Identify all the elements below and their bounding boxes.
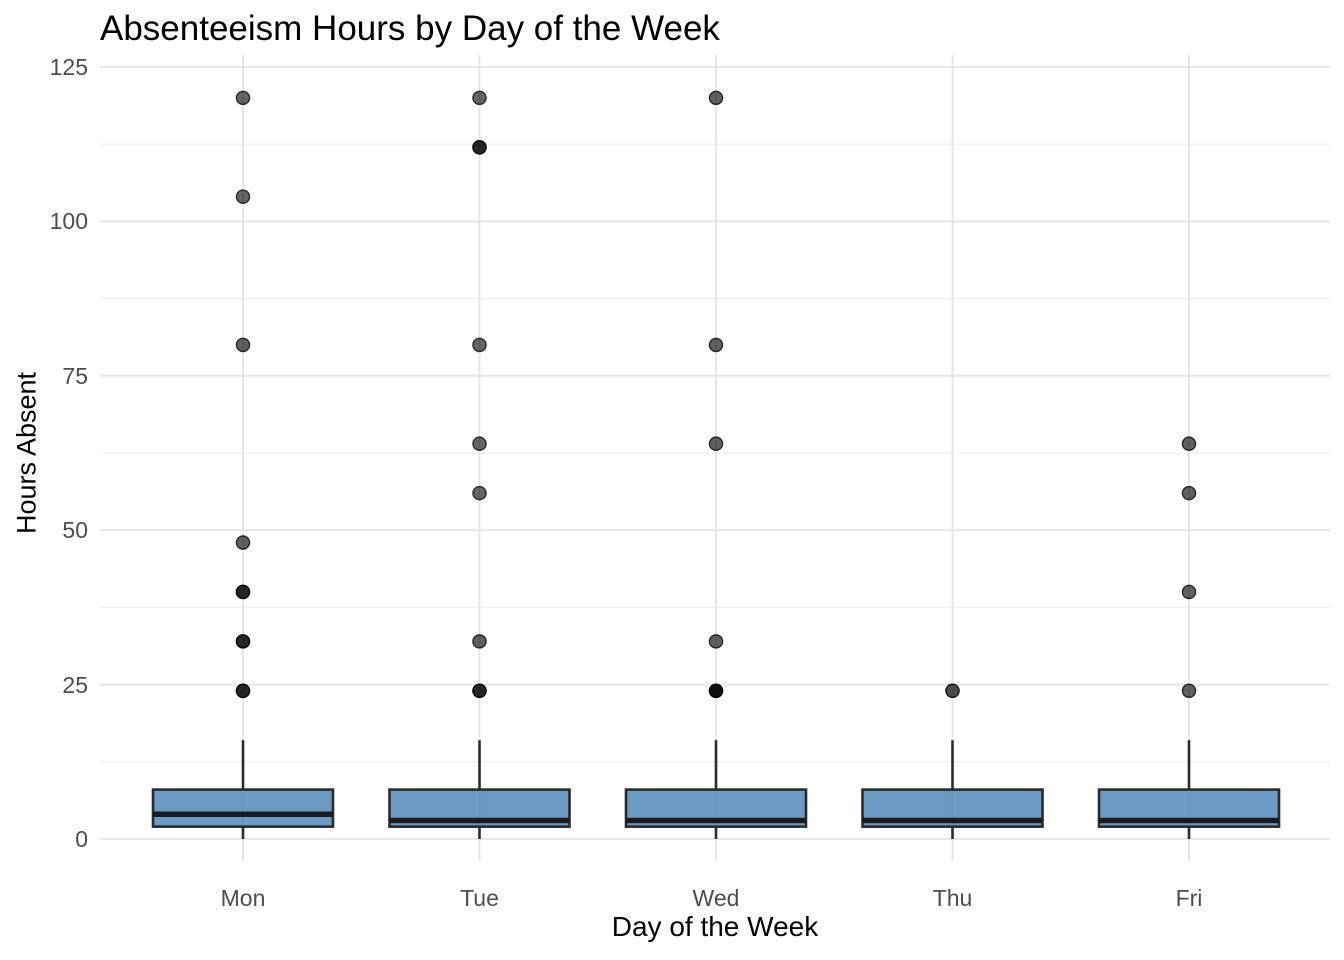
- outlier-point: [1181, 683, 1197, 699]
- x-tick-label: Mon: [220, 885, 266, 911]
- outlier-point: [472, 436, 487, 452]
- outlier-point: [235, 337, 251, 353]
- x-tick-label: Fri: [1175, 885, 1203, 911]
- y-tick-label: 0: [75, 826, 88, 852]
- x-axis-title: Day of the Week: [611, 911, 819, 942]
- outlier-point: [235, 584, 251, 600]
- outlier-point: [472, 634, 487, 649]
- outlier-point: [472, 485, 487, 501]
- outlier-point: [1181, 485, 1197, 501]
- y-tick-label: 50: [62, 517, 88, 544]
- chart-title: Absenteeism Hours by Day of the Week: [100, 9, 720, 48]
- outlier-point: [708, 436, 724, 452]
- x-tick-label: Wed: [692, 885, 740, 911]
- outlier-point: [235, 189, 251, 204]
- outlier-point: [235, 90, 251, 106]
- outlier-point: [472, 337, 487, 353]
- outlier-point: [472, 90, 487, 106]
- y-tick-label: 125: [49, 54, 88, 80]
- outlier-point: [708, 90, 724, 106]
- y-axis-title: Hours Absent: [11, 371, 42, 535]
- outlier-point: [235, 535, 251, 550]
- outlier-point: [1181, 436, 1197, 452]
- x-tick-label: Tue: [460, 885, 499, 911]
- outlier-point: [945, 683, 960, 699]
- outlier-point: [708, 683, 724, 699]
- outlier-point: [235, 683, 251, 699]
- outlier-point: [472, 139, 487, 155]
- y-tick-label: 100: [49, 208, 88, 235]
- outlier-point: [472, 683, 487, 699]
- x-tick-label: Thu: [932, 885, 973, 911]
- y-tick-label: 75: [62, 362, 88, 389]
- outlier-point: [1181, 584, 1197, 600]
- outlier-point: [708, 337, 724, 353]
- outlier-point: [708, 634, 724, 649]
- outlier-point: [235, 634, 251, 649]
- y-tick-label: 25: [62, 671, 88, 698]
- box-mon: [151, 788, 335, 828]
